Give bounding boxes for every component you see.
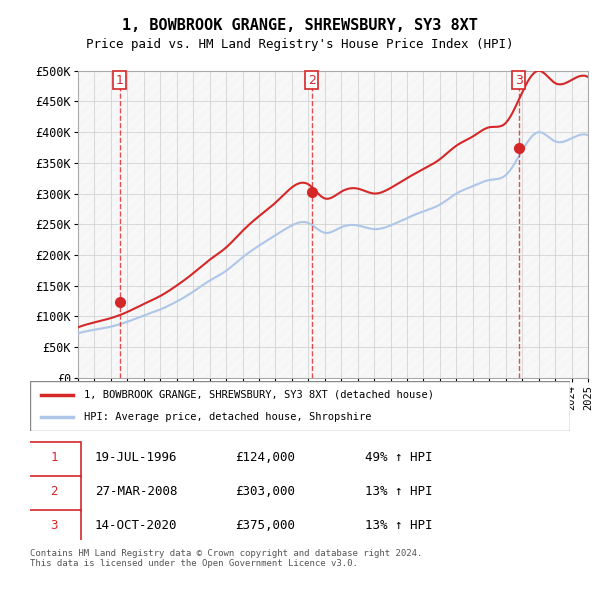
Text: Contains HM Land Registry data © Crown copyright and database right 2024.
This d: Contains HM Land Registry data © Crown c…: [30, 549, 422, 568]
FancyBboxPatch shape: [28, 510, 82, 545]
FancyBboxPatch shape: [28, 476, 82, 511]
Text: 3: 3: [515, 74, 523, 87]
Text: 13% ↑ HPI: 13% ↑ HPI: [365, 519, 432, 532]
Text: £124,000: £124,000: [235, 451, 295, 464]
Text: 1: 1: [116, 74, 124, 87]
Text: 19-JUL-1996: 19-JUL-1996: [95, 451, 178, 464]
Text: 3: 3: [50, 519, 58, 532]
Text: 2: 2: [308, 74, 316, 87]
Text: 27-MAR-2008: 27-MAR-2008: [95, 485, 178, 498]
Text: £375,000: £375,000: [235, 519, 295, 532]
Text: £303,000: £303,000: [235, 485, 295, 498]
Text: 14-OCT-2020: 14-OCT-2020: [95, 519, 178, 532]
Text: 1, BOWBROOK GRANGE, SHREWSBURY, SY3 8XT: 1, BOWBROOK GRANGE, SHREWSBURY, SY3 8XT: [122, 18, 478, 32]
FancyBboxPatch shape: [28, 442, 82, 477]
Text: 1, BOWBROOK GRANGE, SHREWSBURY, SY3 8XT (detached house): 1, BOWBROOK GRANGE, SHREWSBURY, SY3 8XT …: [84, 389, 434, 399]
Text: 49% ↑ HPI: 49% ↑ HPI: [365, 451, 432, 464]
FancyBboxPatch shape: [30, 381, 570, 431]
Text: 13% ↑ HPI: 13% ↑ HPI: [365, 485, 432, 498]
Text: 2: 2: [50, 485, 58, 498]
Text: 1: 1: [50, 451, 58, 464]
Text: HPI: Average price, detached house, Shropshire: HPI: Average price, detached house, Shro…: [84, 412, 371, 422]
Text: Price paid vs. HM Land Registry's House Price Index (HPI): Price paid vs. HM Land Registry's House …: [86, 38, 514, 51]
